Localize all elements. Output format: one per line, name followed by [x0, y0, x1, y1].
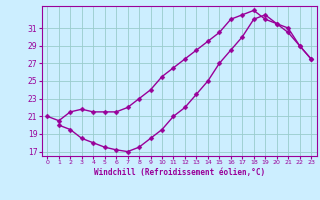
X-axis label: Windchill (Refroidissement éolien,°C): Windchill (Refroidissement éolien,°C) [94, 168, 265, 177]
